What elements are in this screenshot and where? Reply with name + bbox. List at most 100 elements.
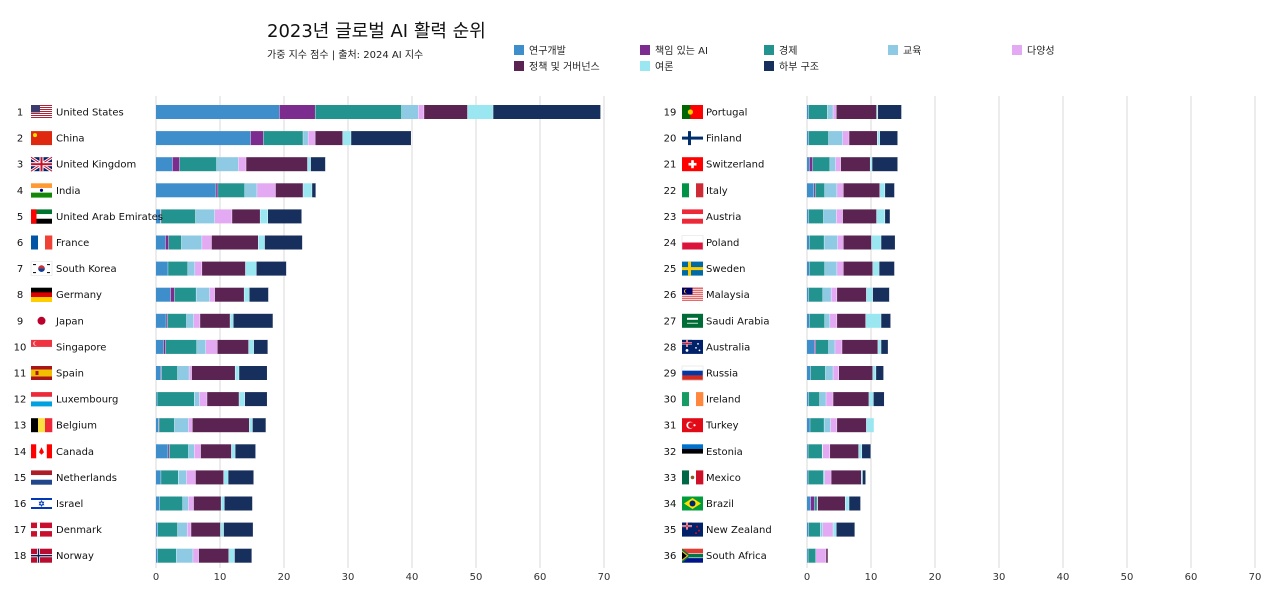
flag-stripe <box>682 296 703 298</box>
bar-segment <box>830 157 836 172</box>
bar-segment <box>275 183 304 198</box>
bar-segment <box>188 444 195 459</box>
stacked-bar <box>156 235 303 250</box>
flag-stripe <box>38 418 46 433</box>
bar-segment <box>303 131 309 146</box>
legend-item-economy: 경제 <box>764 42 797 57</box>
bar-segment <box>812 157 831 172</box>
country-row: 31 Turkey <box>664 418 739 433</box>
bar-segment <box>879 183 886 198</box>
flag-stripe <box>31 108 52 109</box>
flag-stripe <box>689 183 697 198</box>
bar-segment <box>833 392 870 407</box>
flag-stripe <box>31 105 52 107</box>
flag-ru-icon <box>681 365 704 381</box>
flag-stripe <box>682 295 703 297</box>
flag-part <box>46 444 52 459</box>
bar-segment <box>192 418 250 433</box>
bar-segment <box>836 522 855 537</box>
flag-fi-icon <box>682 131 703 146</box>
bar-segment <box>177 366 190 380</box>
rank-label: 15 <box>14 473 27 484</box>
bar-segment <box>161 470 179 485</box>
stacked-bar <box>807 496 862 511</box>
legend-item-diversity: 다양성 <box>1012 42 1055 57</box>
flag-part <box>687 322 698 324</box>
bar-segment <box>193 548 199 563</box>
rank-label: 17 <box>14 525 27 536</box>
bar-segment <box>195 261 203 276</box>
country-row: 20 Finland <box>664 131 742 146</box>
flag-emblem <box>695 532 697 535</box>
bar-segment <box>351 131 412 146</box>
bar-segment <box>808 522 821 537</box>
flag-stripe <box>682 470 690 485</box>
bar-segment <box>193 496 222 511</box>
bar-segment <box>862 444 871 459</box>
flag-au-icon <box>682 339 703 354</box>
bar-segment <box>839 366 873 380</box>
rank-label: 10 <box>14 342 27 353</box>
rank-label: 31 <box>664 421 677 432</box>
bar-segment <box>233 313 274 328</box>
country-name: Ireland <box>706 395 741 406</box>
flag-in-icon <box>31 183 52 198</box>
bar-segment <box>808 287 823 302</box>
flag-cn-icon <box>31 131 52 146</box>
bar-segment <box>835 157 841 172</box>
country-row: 2 China <box>17 131 85 146</box>
stacked-bar <box>156 366 268 380</box>
legend-item-infrastructure: 하부 구조 <box>764 58 819 73</box>
flag-stripe <box>31 479 52 485</box>
country-name: Italy <box>706 186 728 197</box>
country-row: 11 Spain <box>14 366 84 380</box>
bar-segment <box>809 261 825 276</box>
flag-border <box>681 365 704 381</box>
bar-segment <box>202 235 212 250</box>
flag-stripe <box>31 209 52 215</box>
bar-segment <box>843 183 880 198</box>
bar-segment <box>307 157 311 172</box>
stacked-bar <box>807 105 903 119</box>
bar-segment <box>824 418 831 433</box>
stacked-bar <box>156 209 303 224</box>
legend-swatch <box>640 44 650 55</box>
bar-segment <box>877 131 880 146</box>
x-tick-label: 20 <box>278 572 291 583</box>
legend-label: 교육 <box>903 46 922 57</box>
bar-segment <box>807 496 811 511</box>
bar-segment <box>866 418 875 433</box>
bar-segment <box>199 392 208 407</box>
flag-stripe <box>696 392 704 407</box>
bar-segment <box>220 522 224 537</box>
flag-stripe <box>31 214 52 220</box>
country-name: United States <box>56 108 124 119</box>
flag-stripe <box>31 235 39 250</box>
bar-segment <box>157 392 195 407</box>
bar-segment <box>842 209 877 224</box>
flag-za-icon <box>682 548 703 563</box>
legend-swatch <box>888 44 898 55</box>
legend-label: 정책 및 거버넌스 <box>529 62 600 73</box>
country-name: United Arab Emirates <box>56 212 163 223</box>
bar-segment <box>246 157 308 172</box>
flag-ae-icon <box>31 209 52 224</box>
flag-stripe <box>45 418 53 433</box>
flag-sg-icon <box>31 339 52 355</box>
legend-item-responsible-ai: 책임 있는 AI <box>640 42 708 57</box>
bar-segment <box>879 131 898 146</box>
flag-ca-icon <box>31 444 52 459</box>
bar-segment <box>308 131 316 146</box>
stacked-bar <box>807 287 890 302</box>
gridlines <box>155 96 1256 568</box>
stacked-bar <box>156 418 267 433</box>
bar-segment <box>814 496 818 511</box>
bar-segment <box>303 183 313 198</box>
flag-stripe <box>31 118 52 119</box>
bar-segment <box>186 313 194 328</box>
country-row: 13 Belgium <box>14 418 97 433</box>
bar-segment <box>810 366 826 380</box>
flag-emblem <box>687 109 694 115</box>
country-row: 32 Estonia <box>664 444 743 459</box>
bar-segment <box>840 157 871 172</box>
